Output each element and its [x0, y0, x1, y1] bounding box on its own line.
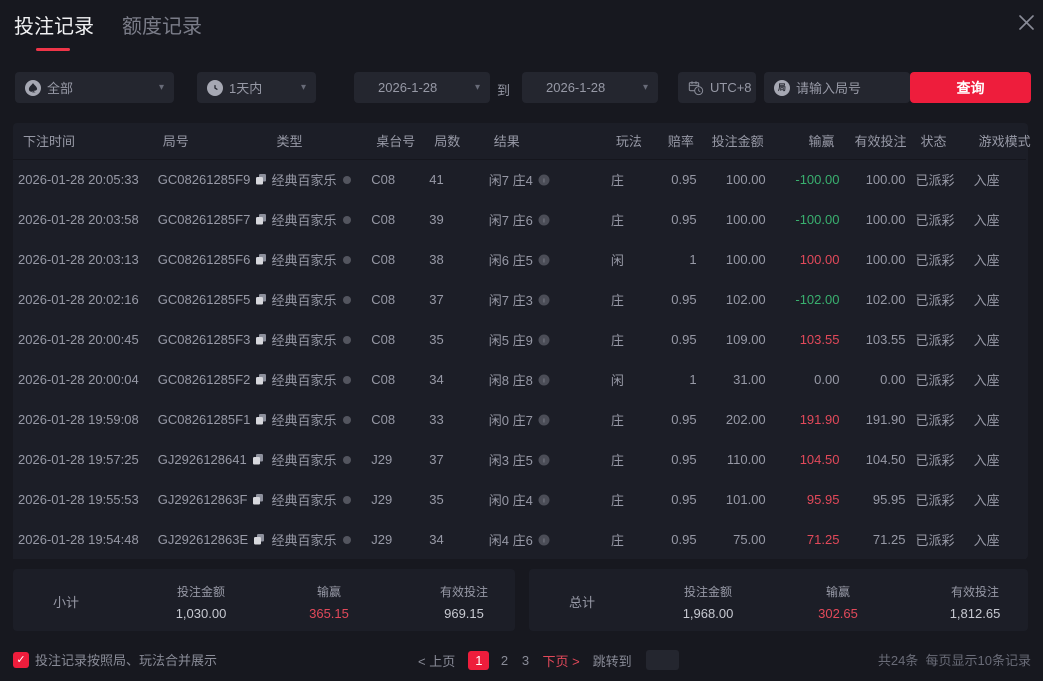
svg-text:i: i [543, 497, 544, 504]
svg-text:i: i [543, 217, 544, 224]
svg-text:i: i [543, 337, 544, 344]
svg-text:i: i [543, 177, 544, 184]
svg-text:i: i [543, 377, 544, 384]
svg-text:i: i [543, 457, 544, 464]
svg-text:i: i [543, 537, 544, 544]
svg-text:i: i [543, 417, 544, 424]
svg-text:i: i [543, 257, 544, 264]
svg-text:i: i [543, 297, 544, 304]
